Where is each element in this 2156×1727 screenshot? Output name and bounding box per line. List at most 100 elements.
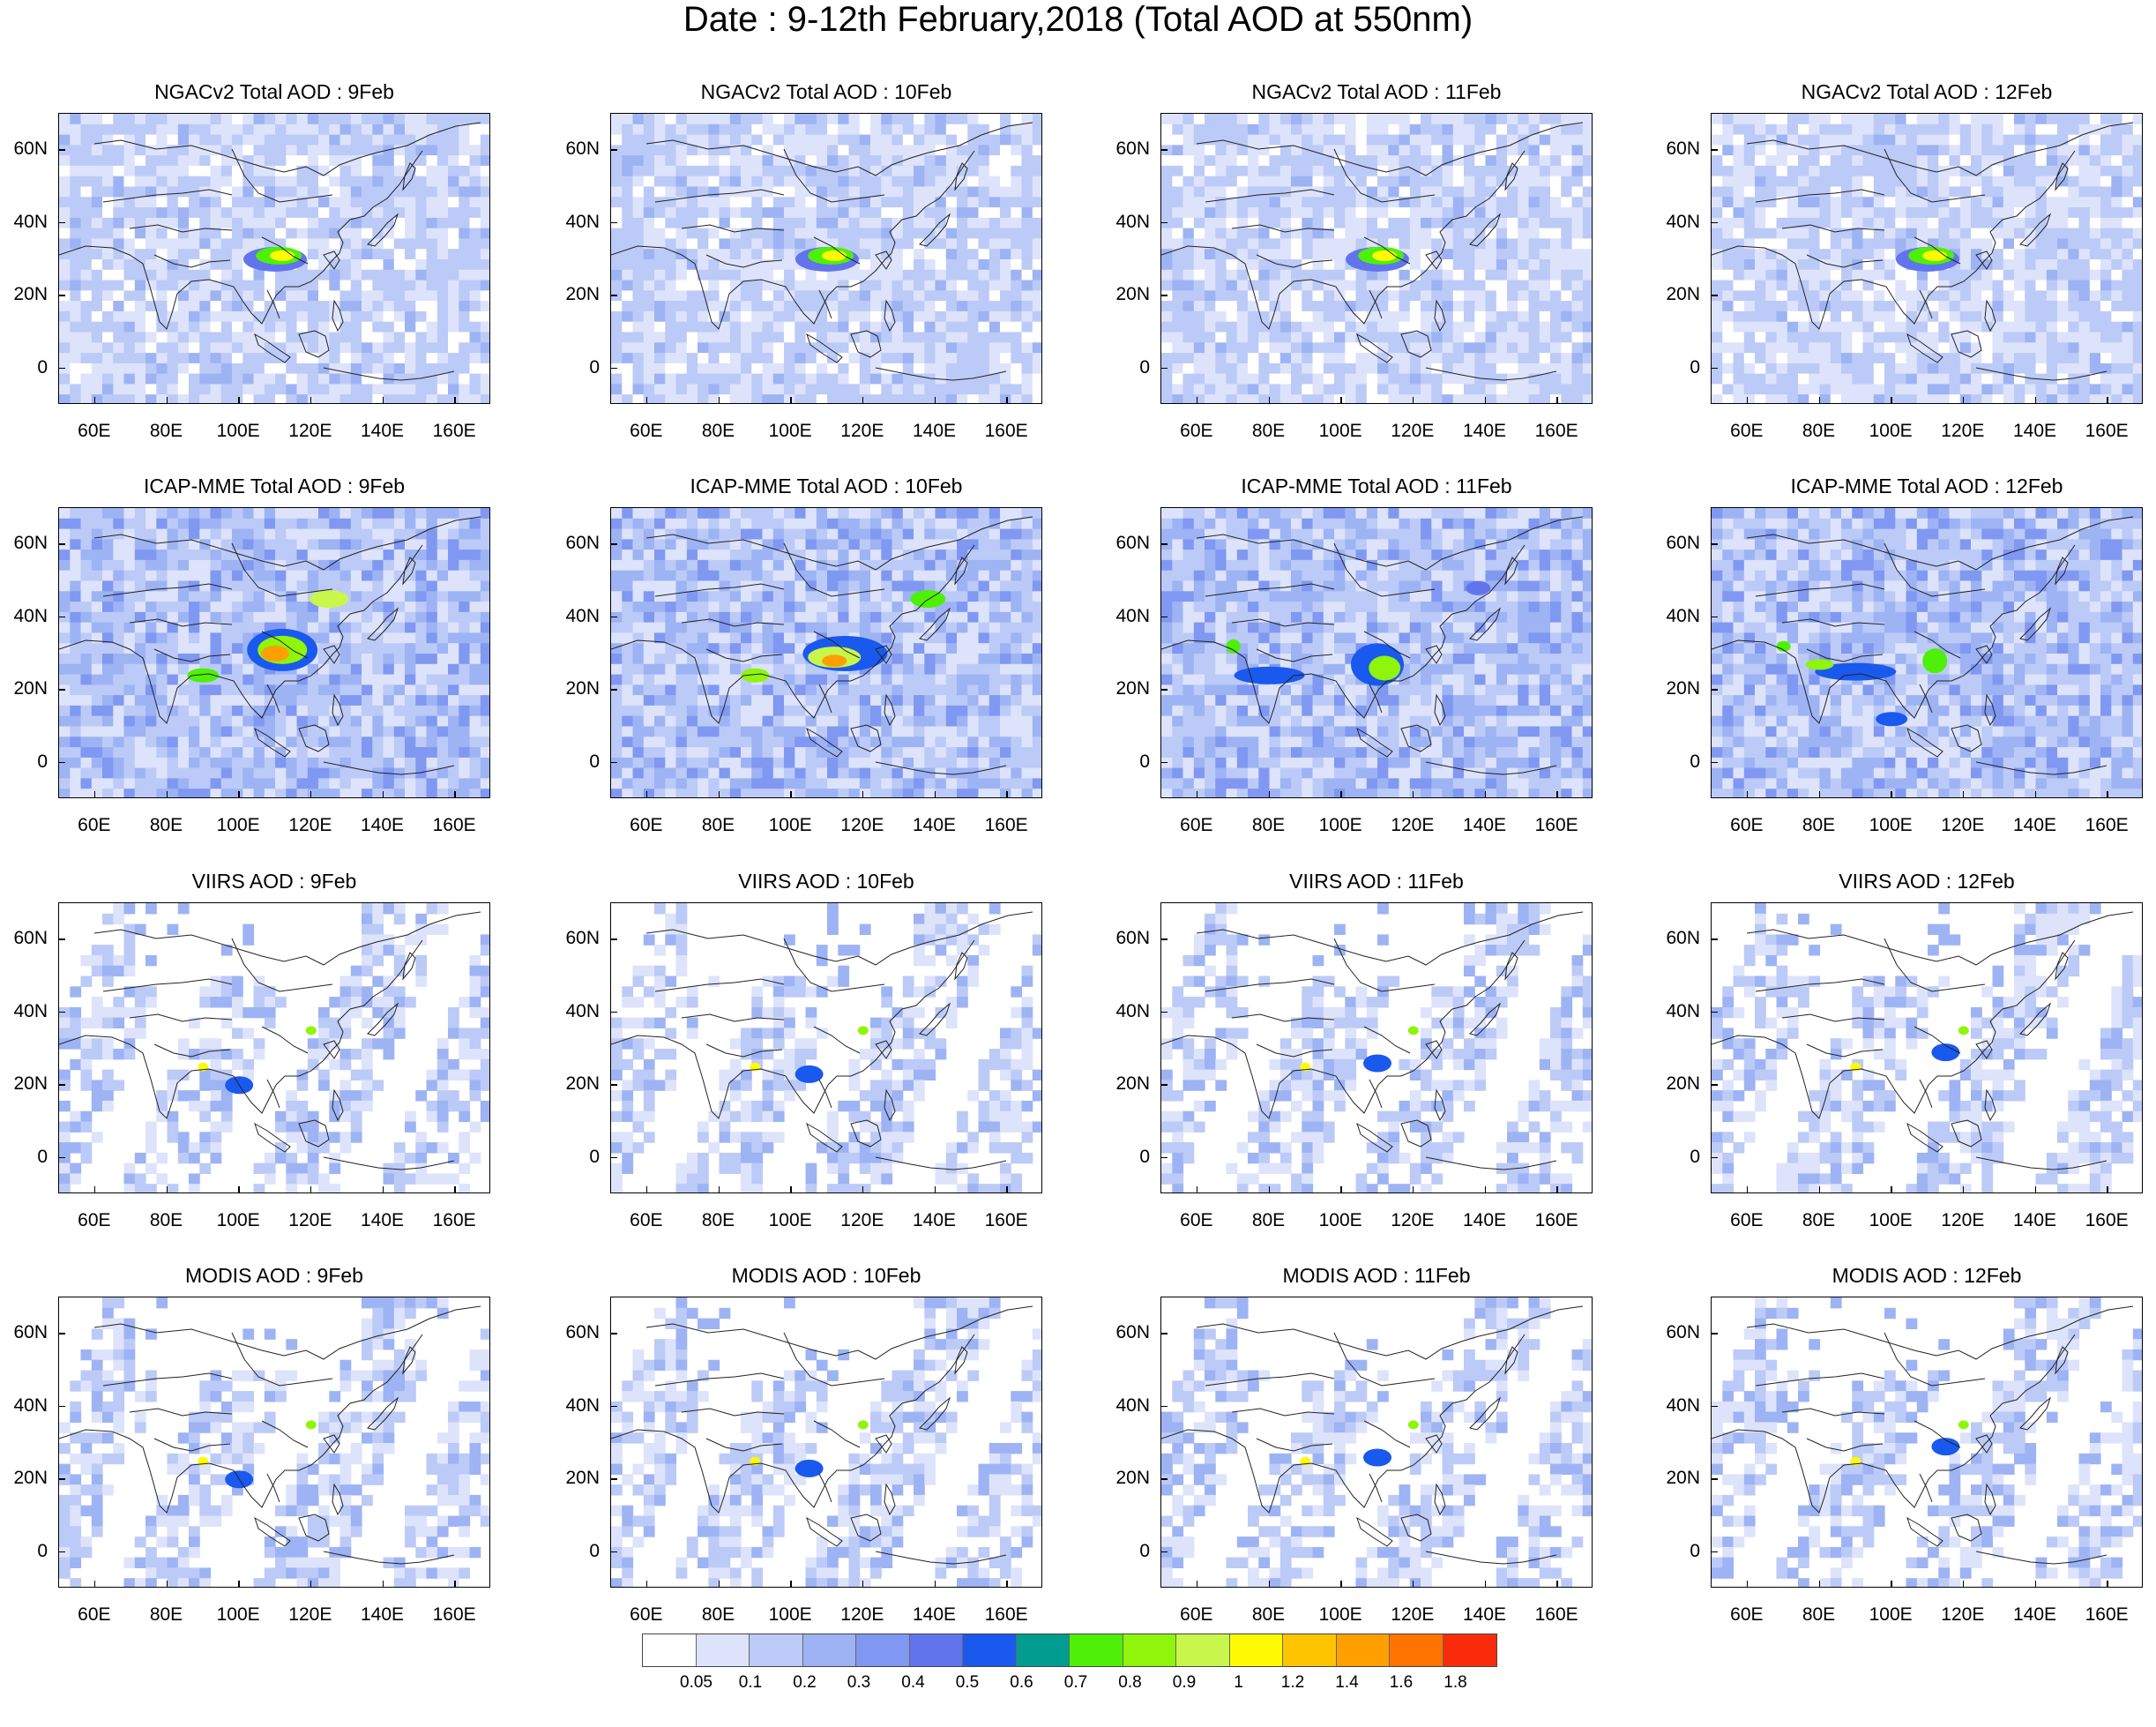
aod-hotspots (741, 590, 946, 683)
colorbar-swatch (1229, 1634, 1283, 1666)
colorbar-swatch (909, 1634, 963, 1666)
lon-label: 60E (1180, 815, 1213, 835)
aod-hotspot (1363, 1448, 1391, 1467)
lon-label: 80E (701, 421, 735, 441)
axis-tick (1711, 1551, 1718, 1553)
lat-label: 60N (1666, 1322, 1700, 1343)
map-panel (1160, 902, 1593, 1193)
map-panel (58, 902, 490, 1193)
lon-label: 160E (1534, 1210, 1578, 1230)
lon-label: 80E (149, 815, 183, 835)
axis-tick (1891, 1186, 1892, 1193)
aod-hotspot (1466, 580, 1491, 595)
lat-label: 40N (565, 1394, 600, 1416)
axis-tick (610, 938, 617, 940)
colorbar-swatch (696, 1634, 750, 1666)
axis-tick (1160, 367, 1168, 370)
aod-hotspot (305, 1420, 317, 1430)
aod-hotspot (261, 646, 289, 662)
axis-tick (1711, 616, 1718, 618)
axis-tick (610, 761, 617, 764)
lat-label: 0 (589, 1146, 600, 1167)
axis-tick (1196, 1186, 1198, 1193)
lat-label: 40N (1666, 1394, 1700, 1416)
axis-tick (58, 1551, 65, 1553)
axis-tick (718, 397, 720, 404)
aod-hotspot (1226, 639, 1241, 654)
axis-tick (1006, 397, 1008, 404)
aod-map (1161, 508, 1592, 797)
lon-label: 120E (1941, 815, 1985, 835)
axis-tick (1711, 221, 1718, 224)
aod-map (611, 508, 1041, 797)
axis-tick (1160, 1405, 1168, 1408)
axis-tick (1196, 397, 1198, 404)
axis-tick (310, 397, 312, 404)
axis-tick (1711, 689, 1718, 691)
aod-hotspots (243, 246, 307, 272)
aod-map (1712, 903, 2142, 1192)
lon-label: 80E (1802, 1604, 1836, 1625)
axis-tick (166, 1581, 168, 1588)
axis-tick (58, 1405, 65, 1408)
lon-label: 160E (984, 421, 1028, 441)
aod-map (611, 114, 1041, 403)
panel-title: MODIS AOD : 11Feb (1282, 1264, 1471, 1287)
lat-label: 20N (1666, 678, 1700, 699)
lat-label: 0 (589, 751, 600, 772)
lat-label: 20N (13, 284, 48, 305)
map-panel (610, 1297, 1042, 1588)
map-panel (610, 902, 1042, 1193)
axis-tick (610, 689, 617, 691)
lon-label: 100E (216, 815, 260, 835)
lat-label: 0 (1690, 1540, 1700, 1561)
axis-tick (2107, 791, 2108, 798)
colorbar-label: 0.05 (680, 1673, 712, 1692)
aod-map (611, 903, 1041, 1192)
lat-label: 20N (1666, 284, 1700, 305)
lat-label: 60N (13, 533, 48, 554)
aod-hotspot (795, 1459, 824, 1477)
axis-tick (1268, 397, 1270, 404)
axis-tick (1556, 397, 1558, 404)
lon-label: 140E (912, 1604, 957, 1625)
axis-tick (862, 791, 864, 798)
axis-tick (1160, 938, 1168, 940)
lon-label: 60E (1730, 1210, 1764, 1230)
aod-hotspots (795, 246, 859, 272)
axis-tick (610, 1156, 617, 1159)
aod-hotspot (1372, 250, 1398, 261)
axis-tick (1160, 1551, 1168, 1553)
axis-tick (1818, 1186, 1820, 1193)
colorbar-label: 1.8 (1444, 1673, 1467, 1692)
aod-hotspot (1922, 648, 1948, 674)
axis-tick (58, 616, 65, 618)
axis-tick (790, 397, 792, 404)
lon-label: 60E (78, 815, 111, 835)
lat-label: 0 (37, 751, 48, 772)
axis-tick (1711, 295, 1718, 296)
colorbar-label: 1.4 (1335, 1673, 1359, 1692)
axis-tick (58, 689, 65, 691)
lon-label: 120E (1391, 1210, 1435, 1230)
aod-hotspots (750, 1420, 869, 1477)
axis-tick (2034, 791, 2036, 798)
lon-label: 120E (288, 421, 332, 441)
colorbar-swatch (1283, 1634, 1337, 1666)
axis-tick (1556, 791, 1558, 798)
lon-label: 160E (984, 1210, 1028, 1230)
lon-label: 60E (1730, 815, 1764, 835)
lon-label: 160E (984, 1604, 1028, 1625)
coastlines (611, 911, 1033, 1170)
panel-title: VIIRS AOD : 12Feb (1839, 870, 2015, 893)
lon-label: 100E (216, 1604, 260, 1625)
axis-tick (610, 616, 617, 618)
lon-label: 80E (1251, 1210, 1286, 1230)
colorbar-swatch (1070, 1634, 1123, 1666)
lon-label: 60E (1730, 1604, 1764, 1625)
lon-label: 160E (984, 815, 1028, 835)
aod-hotspot (857, 1026, 869, 1035)
axis-tick (454, 397, 456, 404)
axis-tick (166, 397, 168, 404)
colorbar-swatch (856, 1634, 910, 1666)
